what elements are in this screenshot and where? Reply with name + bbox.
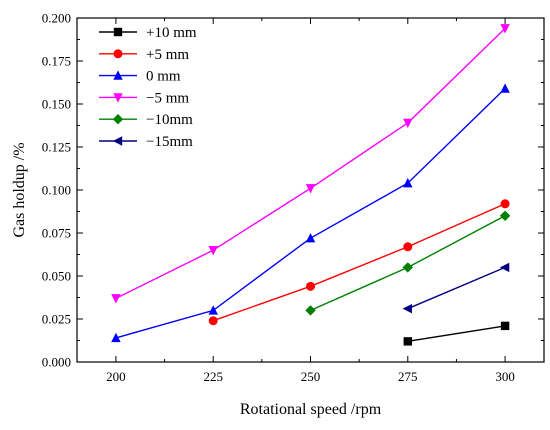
legend-marker — [113, 49, 123, 59]
series-4 — [111, 24, 510, 304]
data-point — [403, 118, 413, 129]
y-tick-label: 0.100 — [42, 183, 71, 198]
legend: +10 mm +5 mm 0 mm −5 mm −10mm −15mm — [99, 25, 197, 150]
legend-item-1: +10 mm — [99, 25, 197, 41]
data-point — [500, 83, 510, 93]
legend-item-4: −5 mm — [99, 90, 189, 106]
y-tick-label: 0.150 — [42, 97, 71, 112]
data-point — [305, 305, 316, 316]
legend-label: +10 mm — [146, 25, 197, 41]
legend-label: 0 mm — [146, 69, 181, 85]
data-point — [208, 246, 218, 256]
y-tick-label: 0.125 — [42, 140, 71, 155]
x-tick-label: 300 — [495, 369, 515, 384]
data-point — [403, 337, 412, 346]
data-point — [500, 321, 510, 331]
y-tick-label: 0.200 — [42, 11, 71, 26]
series-line — [407, 266, 506, 310]
legend-label: −5 mm — [146, 90, 189, 106]
x-tick-label: 200 — [106, 369, 126, 384]
legend-marker — [112, 136, 123, 146]
data-point — [402, 303, 412, 314]
axes: 200 225 250 275 300 0.000 0.025 0.050 0.075 0.100… — [42, 11, 545, 384]
data-point — [208, 316, 218, 326]
series-layer — [111, 24, 511, 346]
legend-item-5: −10mm — [99, 112, 193, 128]
data-point — [403, 242, 413, 252]
y-axis-title: Gas holdup /% — [11, 142, 28, 237]
data-point — [306, 281, 315, 291]
x-axis-title: Rotational speed /rpm — [240, 401, 382, 418]
x-tick-label: 250 — [301, 369, 321, 384]
y-tick-label: 0.050 — [42, 269, 71, 284]
legend-marker — [113, 27, 123, 37]
legend-label: +5 mm — [146, 47, 189, 63]
legend-item-3: 0 mm — [99, 69, 181, 85]
data-point — [208, 305, 218, 315]
y-tick-label: 0.075 — [42, 226, 71, 241]
data-point — [402, 262, 413, 273]
data-point — [500, 24, 510, 34]
legend-item-6: −15mm — [99, 134, 193, 150]
data-point — [403, 177, 413, 188]
legend-item-2: +5 mm — [99, 47, 189, 63]
legend-marker — [112, 114, 124, 125]
x-tick-label: 275 — [398, 369, 418, 384]
y-tick-label: 0.175 — [42, 54, 71, 69]
series-5 — [305, 210, 511, 316]
data-point — [500, 199, 510, 209]
y-tick-label: 0.000 — [42, 355, 71, 370]
series-3 — [111, 83, 510, 343]
series-line — [407, 325, 506, 343]
x-tick-label: 225 — [203, 369, 223, 384]
data-point — [111, 294, 121, 304]
series-line — [212, 203, 506, 322]
legend-label: −10mm — [146, 112, 193, 128]
series-2 — [208, 199, 510, 326]
series-6 — [402, 262, 510, 314]
legend-marker — [113, 70, 123, 80]
data-point — [305, 232, 316, 243]
data-point — [499, 210, 511, 221]
legend-marker — [113, 93, 123, 103]
data-point — [305, 184, 316, 194]
legend-label: −15mm — [146, 134, 193, 150]
data-point — [111, 332, 121, 343]
series-1 — [403, 321, 510, 346]
y-tick-label: 0.025 — [42, 312, 71, 327]
data-point — [499, 262, 510, 273]
